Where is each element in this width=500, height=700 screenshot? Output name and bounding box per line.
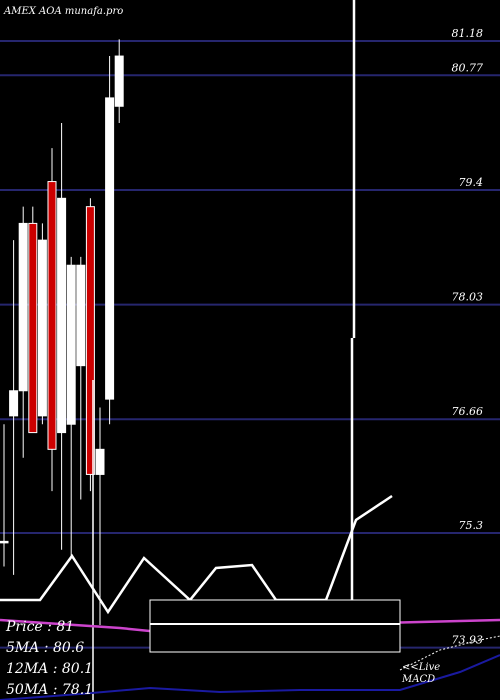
- bull-candle: [9, 390, 19, 417]
- bull-candle: [57, 197, 67, 434]
- legend-price: Price : 81: [5, 619, 74, 635]
- bear-candle: [28, 222, 38, 434]
- candlestick-series: [0, 39, 124, 626]
- bull-candle: [0, 540, 9, 544]
- volume-box: [149, 599, 401, 653]
- bear-candle: [85, 206, 95, 475]
- price-tick-label: 80.77: [452, 61, 484, 74]
- legend-ma50: 50MA : 78.1: [6, 682, 93, 698]
- macd-line: [0, 654, 500, 700]
- bull-candle: [76, 264, 86, 367]
- bull-candle: [66, 264, 76, 425]
- price-tick-label: 75.3: [459, 519, 484, 532]
- price-tick-label: 79.4: [459, 176, 484, 189]
- macd-label: <<Live MACD: [401, 662, 440, 685]
- chart-title: AMEX AOA munafa.pro: [3, 6, 123, 17]
- price-tick-label: 81.18: [452, 27, 484, 40]
- bull-candle: [105, 97, 115, 400]
- bull-candle: [114, 55, 124, 107]
- price-tick-labels: 81.18 80.77 79.4 78.03 76.66 75.3 73.93: [452, 27, 484, 647]
- bear-candle: [47, 181, 57, 450]
- bull-candle: [95, 448, 105, 475]
- bull-candle: [37, 239, 47, 417]
- price-tick-label: 78.03: [452, 291, 484, 304]
- indicator-line: [0, 494, 393, 615]
- legend-ma12: 12MA : 80.1: [6, 661, 93, 677]
- macd-signal-line: [399, 635, 500, 671]
- price-tick-label: 76.66: [452, 405, 484, 418]
- legend: Price : 81 5MA : 80.6 12MA : 80.1 50MA : 78…: [5, 619, 93, 698]
- macd-label-text: <<Live MACD: [401, 662, 440, 685]
- legend-ma5: 5MA : 80.6: [6, 640, 84, 656]
- price-tick-label: 73.93: [452, 634, 484, 647]
- bull-candle: [18, 222, 28, 392]
